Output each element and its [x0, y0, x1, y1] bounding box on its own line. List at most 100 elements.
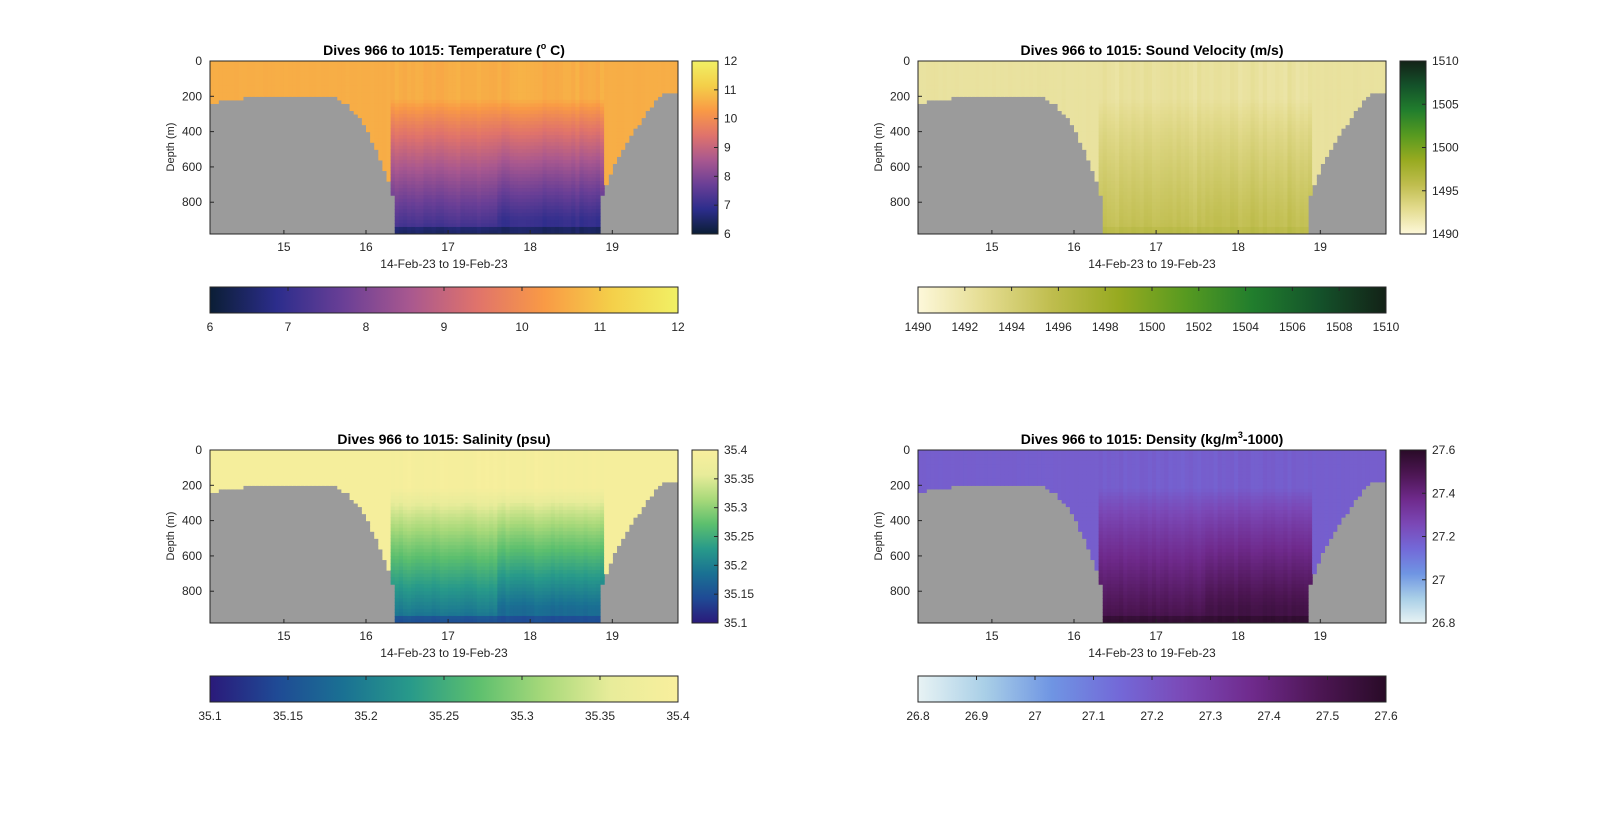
temperature-cell	[411, 61, 416, 66]
temperature-cell	[423, 138, 429, 143]
temperature-cell	[435, 85, 441, 90]
temperature-cell	[386, 113, 392, 119]
temperature-cell	[341, 85, 347, 90]
sound-velocity-cell	[1152, 198, 1157, 203]
temperature-cell	[370, 96, 375, 101]
temperature-cell	[304, 71, 310, 76]
sound-velocity-cell	[1069, 92, 1075, 97]
temperature-cell	[468, 113, 474, 119]
temperature-cell	[370, 68, 375, 73]
sound-velocity-cell	[1131, 212, 1137, 217]
sound-velocity-cell	[1098, 117, 1104, 122]
temperature-cell	[567, 68, 572, 73]
temperature-cell	[587, 152, 593, 157]
temperature-cell	[522, 212, 527, 217]
temperature-cell	[267, 64, 273, 69]
temperature-cell	[435, 78, 441, 83]
sound-velocity-cell	[1065, 113, 1071, 119]
temperature-cell	[493, 64, 498, 69]
sound-velocity-cell	[942, 85, 948, 90]
temperature-cell	[407, 156, 412, 161]
sound-velocity-cell	[1139, 163, 1145, 168]
temperature-cell	[407, 149, 412, 154]
sound-velocity-cell	[1131, 61, 1137, 66]
temperature-cell	[571, 117, 576, 122]
temperature-cell	[366, 96, 371, 101]
temperature-cell	[542, 117, 548, 122]
temperature-cell	[460, 82, 466, 87]
temperature-cell	[595, 230, 601, 234]
temperature-cell	[550, 181, 556, 186]
temperature-cell	[546, 219, 552, 225]
temperature-cell	[513, 138, 519, 143]
temperature-cell	[485, 166, 490, 172]
sound-velocity-cell	[1053, 85, 1059, 90]
temperature-cell	[390, 188, 396, 193]
sound-velocity-cell	[1168, 205, 1174, 210]
sound-velocity-cell	[1094, 135, 1100, 140]
temperature-cell	[554, 61, 560, 66]
temperature-cell	[604, 152, 609, 157]
temperature-cell	[431, 85, 437, 90]
temperature-cell	[542, 166, 548, 172]
temperature-cell	[497, 124, 503, 129]
temperature-cell	[513, 205, 519, 210]
temperature-cell	[320, 82, 326, 87]
temperature-cell	[575, 128, 581, 133]
temperature-cell	[476, 202, 482, 207]
temperature-cell	[489, 106, 494, 112]
temperature-y-tick-label: 400	[182, 125, 202, 139]
temperature-cell	[669, 68, 675, 73]
temperature-cell	[591, 188, 597, 193]
sound-velocity-cell	[1164, 184, 1170, 189]
temperature-cell	[620, 96, 626, 101]
temperature-cell	[567, 212, 572, 217]
temperature-cell	[522, 124, 527, 129]
temperature-cell	[419, 92, 425, 97]
temperature-cell	[452, 138, 457, 143]
temperature-cell	[546, 117, 552, 122]
sound-velocity-cell	[983, 92, 989, 97]
sound-velocity-cell	[1168, 61, 1174, 66]
temperature-cell	[587, 156, 593, 161]
temperature-cell	[522, 128, 527, 133]
temperature-cell	[464, 117, 470, 122]
temperature-cell	[513, 92, 519, 97]
sound-velocity-cell	[1110, 156, 1116, 161]
sound-velocity-cell	[1016, 78, 1022, 83]
temperature-cell	[271, 61, 277, 66]
sound-velocity-cell	[1143, 226, 1149, 232]
temperature-cell	[476, 61, 482, 66]
temperature-cell	[563, 209, 568, 214]
sound-velocity-cell	[1004, 89, 1009, 94]
temperature-cell	[415, 159, 420, 164]
temperature-cell	[522, 195, 527, 200]
sound-velocity-cell	[1057, 61, 1063, 66]
temperature-cell	[497, 170, 503, 175]
temperature-cell	[485, 156, 490, 161]
sound-velocity-cell	[1119, 131, 1124, 136]
sound-velocity-cell	[1078, 106, 1083, 112]
sound-velocity-cell	[1094, 103, 1100, 108]
temperature-cell	[612, 149, 618, 154]
sound-velocity-cell	[1160, 152, 1165, 157]
temperature-cell	[612, 117, 618, 122]
sound-velocity-cell	[1119, 223, 1124, 228]
temperature-cell	[468, 152, 474, 157]
temperature-cell	[398, 96, 404, 101]
temperature-cell	[571, 177, 576, 182]
temperature-cell	[493, 226, 498, 232]
temperature-cell	[665, 89, 671, 94]
temperature-cell	[246, 61, 252, 66]
temperature-cell	[550, 64, 556, 69]
temperature-cell	[522, 99, 527, 104]
temperature-cell	[583, 205, 589, 210]
temperature-cell	[476, 159, 482, 164]
sound-velocity-cell	[1131, 135, 1137, 140]
temperature-cell	[628, 131, 634, 136]
temperature-cell	[386, 117, 392, 122]
temperature-cell	[571, 124, 576, 129]
sound-velocity-cell	[1127, 219, 1133, 225]
temperature-cell	[308, 82, 314, 87]
sound-velocity-cell	[1131, 138, 1137, 143]
